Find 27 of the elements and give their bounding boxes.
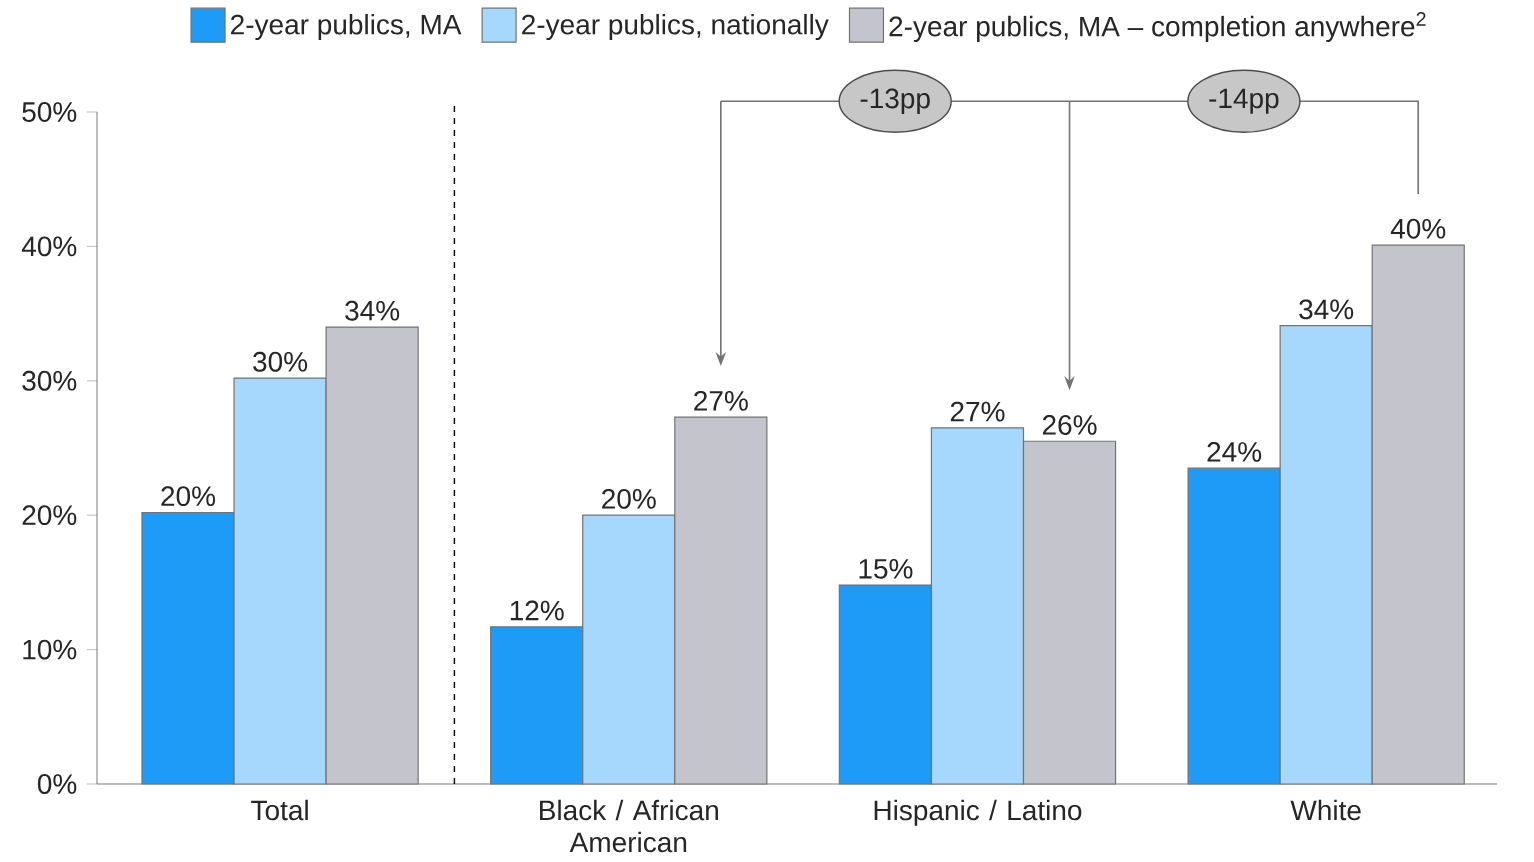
data-label: 20% [602, 488, 656, 509]
annotation: -13pp [860, 88, 930, 114]
legend-label: 2-year publics, nationally [522, 13, 829, 41]
annotation: -14pp [1209, 88, 1279, 114]
data-label: 15% [859, 558, 913, 579]
data-label: 12% [510, 600, 564, 621]
data-label: 27% [694, 390, 748, 411]
data-label: 27% [950, 401, 1005, 422]
y-tick-label: 30% [22, 370, 77, 391]
data-label: 20% [161, 486, 216, 507]
x-tick-label: Hispanic / Latino [874, 799, 1082, 826]
y-tick-label: 40% [21, 236, 77, 257]
data-label: 26% [1042, 415, 1097, 435]
legend-label: 2-year publics, MA – completion anywhere$^{2}$ [889, 12, 1426, 42]
legend-label: 2-year publics, MA [231, 13, 462, 41]
data-label: 30% [253, 351, 308, 372]
y-tick-label: 10% [23, 639, 77, 660]
y-tick-label: 20% [22, 505, 77, 526]
y-tick-label: 0% [37, 774, 77, 794]
y-tick-label: 50% [22, 102, 77, 122]
data-label: 24% [1207, 442, 1262, 462]
x-tick-label: Black / African American [540, 799, 718, 853]
x-tick-label: White [1290, 799, 1361, 821]
data-label: 34% [345, 300, 400, 321]
x-tick-label: Total [251, 799, 308, 821]
data-label: 40% [1390, 218, 1446, 239]
data-label: 34% [1299, 299, 1354, 320]
